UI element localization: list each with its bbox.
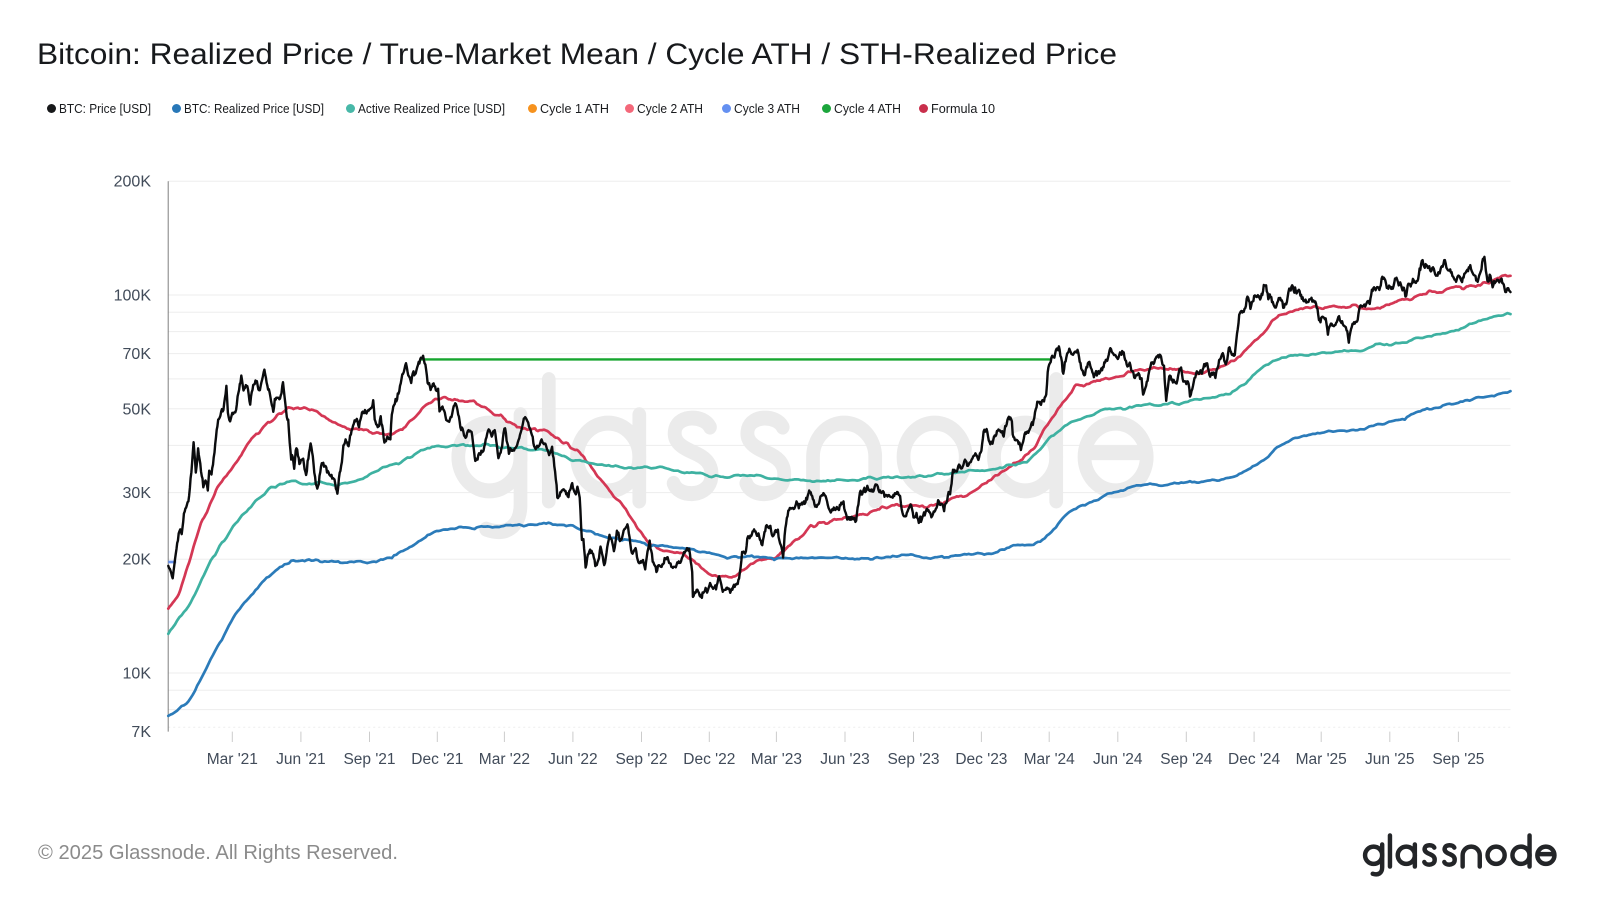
svg-text:Jun '22: Jun '22	[548, 751, 598, 768]
svg-text:BTC: Realized Price [USD]: BTC: Realized Price [USD]	[184, 101, 324, 116]
svg-text:Cycle 1 ATH: Cycle 1 ATH	[540, 101, 609, 116]
svg-text:Sep '24: Sep '24	[1160, 751, 1212, 768]
svg-text:Mar '23: Mar '23	[751, 751, 802, 768]
svg-text:BTC: Price [USD]: BTC: Price [USD]	[59, 101, 151, 116]
svg-text:Cycle 4 ATH: Cycle 4 ATH	[834, 101, 901, 116]
svg-text:Jun '25: Jun '25	[1365, 751, 1415, 768]
svg-text:© 2025 Glassnode. All Rights R: © 2025 Glassnode. All Rights Reserved.	[38, 841, 398, 864]
svg-text:Sep '22: Sep '22	[615, 751, 667, 768]
svg-text:50K: 50K	[123, 401, 152, 418]
svg-text:20K: 20K	[123, 552, 152, 569]
svg-text:Mar '22: Mar '22	[479, 751, 530, 768]
svg-text:Jun '24: Jun '24	[1093, 751, 1143, 768]
svg-text:Dec '22: Dec '22	[683, 751, 735, 768]
svg-text:Jun '23: Jun '23	[820, 751, 870, 768]
svg-text:Mar '24: Mar '24	[1024, 751, 1076, 768]
svg-text:Mar '25: Mar '25	[1296, 751, 1347, 768]
svg-text:30K: 30K	[123, 485, 152, 502]
svg-text:7K: 7K	[131, 724, 151, 741]
svg-text:Dec '23: Dec '23	[955, 751, 1007, 768]
svg-text:Dec '24: Dec '24	[1228, 751, 1280, 768]
svg-text:Sep '21: Sep '21	[343, 751, 395, 768]
svg-text:Sep '25: Sep '25	[1432, 751, 1484, 768]
svg-text:Dec '21: Dec '21	[411, 751, 463, 768]
svg-text:Formula 10: Formula 10	[931, 101, 995, 116]
svg-text:Active Realized Price [USD]: Active Realized Price [USD]	[358, 101, 505, 116]
svg-text:Sep '23: Sep '23	[887, 751, 939, 768]
svg-text:Mar '21: Mar '21	[207, 751, 258, 768]
svg-text:Cycle 3 ATH: Cycle 3 ATH	[734, 101, 800, 116]
svg-text:Cycle 2 ATH: Cycle 2 ATH	[637, 101, 703, 116]
svg-text:200K: 200K	[114, 174, 152, 191]
svg-text:70K: 70K	[123, 346, 152, 363]
svg-text:Bitcoin: Realized Price / True: Bitcoin: Realized Price / True-Market Me…	[37, 38, 1117, 71]
svg-text:Jun '21: Jun '21	[276, 751, 326, 768]
svg-text:10K: 10K	[123, 666, 152, 683]
svg-text:100K: 100K	[114, 288, 152, 305]
